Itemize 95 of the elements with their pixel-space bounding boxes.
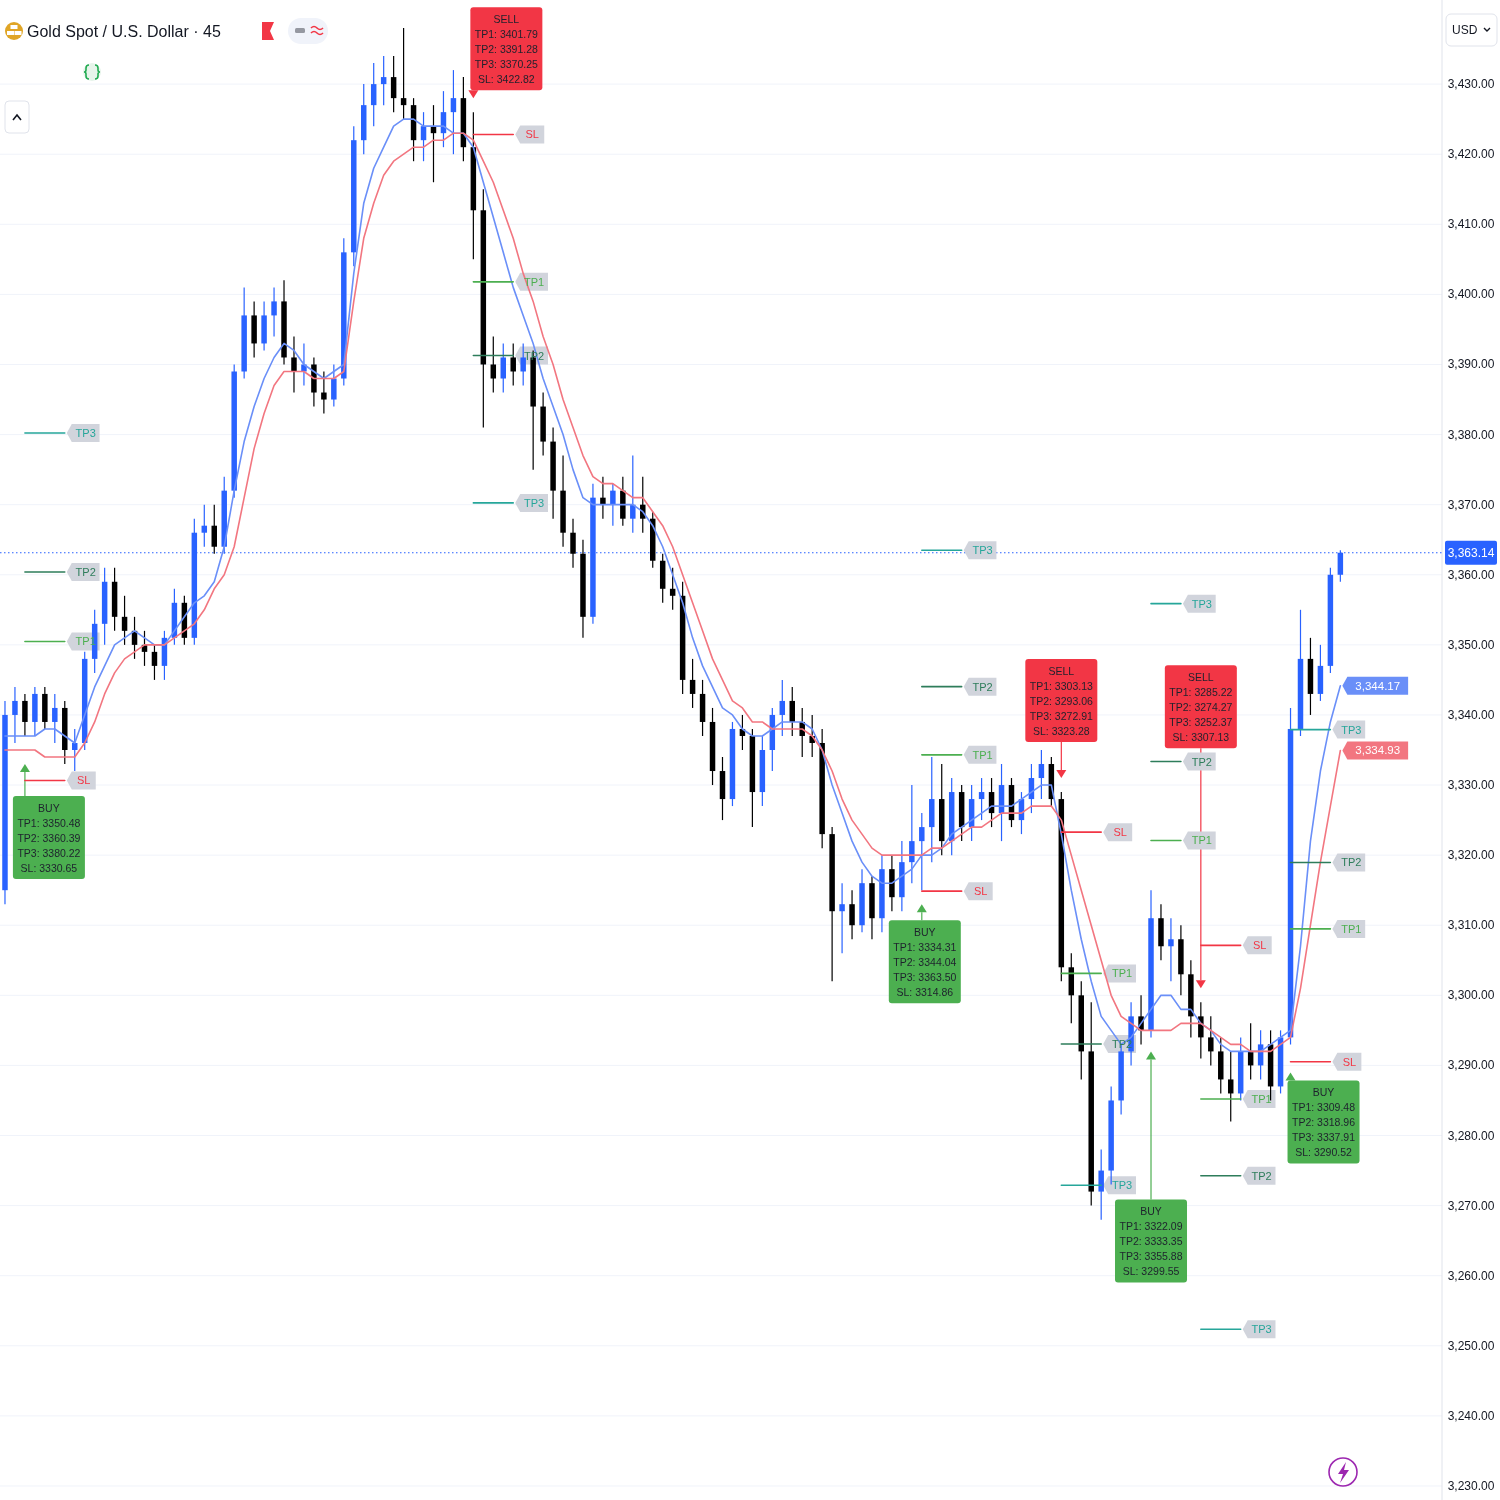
y-tick-label: 3,230.00 (1447, 1478, 1495, 1493)
candlestick (669, 567, 676, 611)
candlestick (201, 504, 208, 548)
data-label: BUY TP1: 3322.09 TP2: 3333.35 TP3: 3355.88 SL: 3299.55 (1119, 1204, 1183, 1277)
y-tick-label: 3,420.00 (1447, 147, 1495, 162)
data-label: TP2 (75, 566, 96, 579)
data-label: TP3 (1251, 1323, 1272, 1336)
y-tick-label: 3,300.00 (1447, 988, 1495, 1003)
candlestick (630, 455, 636, 534)
y-tick-label: 3,330.00 (1447, 778, 1495, 793)
data-label: TP1 (1341, 922, 1362, 935)
data-label: TP3 (972, 544, 993, 557)
data-label: SELL TP1: 3285.22 TP2: 3274.27 TP3: 3252.37 SL: 3307.13 (1169, 670, 1233, 743)
candlestick (1208, 1015, 1214, 1067)
candlestick (321, 370, 327, 415)
data-label: SL (1252, 939, 1267, 952)
candlestick (610, 483, 616, 527)
y-tick-label: 3,430.00 (1447, 77, 1495, 92)
ref-line-label: 3,363.14 (1447, 545, 1495, 560)
y-tick-label: 3,320.00 (1447, 848, 1495, 863)
candlestick (151, 644, 158, 681)
data-label: SL (1113, 826, 1127, 839)
data-label: TP1 (1251, 1092, 1272, 1105)
candlestick (291, 335, 297, 394)
data-label: BUY TP1: 3309.48 TP2: 3318.96 TP3: 3337.91 SL: 3290.52 (1292, 1085, 1356, 1158)
y-tick-label: 3,290.00 (1447, 1058, 1495, 1073)
data-label: TP1 (1111, 967, 1133, 980)
candlestick (490, 335, 497, 394)
data-label: TP2 (972, 680, 993, 693)
data-label: SELL TP1: 3303.13 TP2: 3293.06 TP3: 3272.91 SL: 3323.28 (1029, 664, 1093, 737)
data-label: TP2 (1191, 755, 1212, 768)
data-label: SL (525, 128, 539, 141)
y-tick-label: 3,380.00 (1447, 427, 1495, 442)
y-tick-label: 3,350.00 (1447, 637, 1495, 652)
y-tick-label: 3,410.00 (1447, 217, 1495, 232)
data-label: TP2 (1251, 1169, 1272, 1182)
data-label: TP3 (1191, 597, 1212, 610)
candlestick (1227, 1050, 1234, 1123)
candlestick (640, 476, 646, 534)
y-tick-label: 3,310.00 (1447, 918, 1495, 933)
y-tick-label: 3,390.00 (1447, 357, 1495, 372)
candlestick (390, 55, 397, 113)
candlestick (600, 476, 606, 520)
y-tick-label: 3,400.00 (1447, 287, 1495, 302)
candlestick (500, 342, 506, 394)
candlestick (1168, 917, 1174, 982)
y-tick-label: 3,270.00 (1447, 1198, 1495, 1213)
y-tick-label: 3,340.00 (1447, 707, 1495, 722)
candlestick (839, 882, 845, 954)
candlestick (12, 686, 18, 744)
data-label: SELL TP1: 3401.79 TP2: 3391.28 TP3: 3370.25 SL: 3422.82 (474, 12, 539, 85)
data-label: BUY TP1: 3334.31 TP2: 3344.04 TP3: 3363.50 SL: 3314.86 (893, 925, 957, 998)
candlestick (849, 889, 855, 940)
data-label: TP3 (75, 427, 96, 440)
candlestick (909, 784, 915, 884)
candlestick (510, 342, 516, 387)
data-label: SL (1342, 1055, 1357, 1068)
candlestick (211, 504, 217, 555)
candlestick (121, 595, 128, 646)
data-label: TP3 (524, 496, 545, 509)
y-tick-label: 3,240.00 (1447, 1408, 1495, 1423)
candlestick (370, 62, 377, 127)
candlestick (978, 777, 985, 821)
candlestick (779, 679, 786, 737)
candlestick (22, 693, 28, 737)
data-label: TP2 (1341, 856, 1362, 869)
data-label: 3,344.17 (1355, 679, 1401, 692)
candlestick (52, 693, 58, 744)
candlestick (1098, 1148, 1104, 1221)
data-label: 3,334.93 (1355, 744, 1401, 757)
data-label: SL (77, 774, 91, 787)
y-axis-title: USD (1452, 23, 1478, 37)
candlestick (689, 658, 696, 709)
y-tick-label: 3,280.00 (1447, 1128, 1495, 1143)
candlestick (271, 286, 277, 338)
candlestick (1038, 749, 1045, 800)
y-tick-label: 3,360.00 (1447, 567, 1495, 582)
candlestick (301, 342, 307, 387)
candlestick (380, 55, 387, 106)
y-tick-label: 3,370.00 (1447, 497, 1495, 512)
data-label: TP3 (1111, 1179, 1133, 1192)
data-label: SL (973, 885, 988, 898)
candlestick (331, 363, 337, 408)
text: Gold Spot / U.S. Dollar · 45 (27, 22, 221, 40)
data-label: TP1 (1191, 834, 1212, 847)
y-tick-label: 3,260.00 (1447, 1268, 1495, 1283)
data-label: TP3 (1341, 723, 1362, 736)
candlestick (520, 342, 526, 387)
candlestick (1198, 1001, 1204, 1060)
candlestick (450, 69, 457, 155)
data-label: TP1 (972, 748, 993, 761)
y-tick-label: 3,250.00 (1447, 1338, 1495, 1353)
candlestick (919, 812, 925, 891)
candlestick (570, 518, 576, 569)
candlestick (400, 27, 407, 120)
